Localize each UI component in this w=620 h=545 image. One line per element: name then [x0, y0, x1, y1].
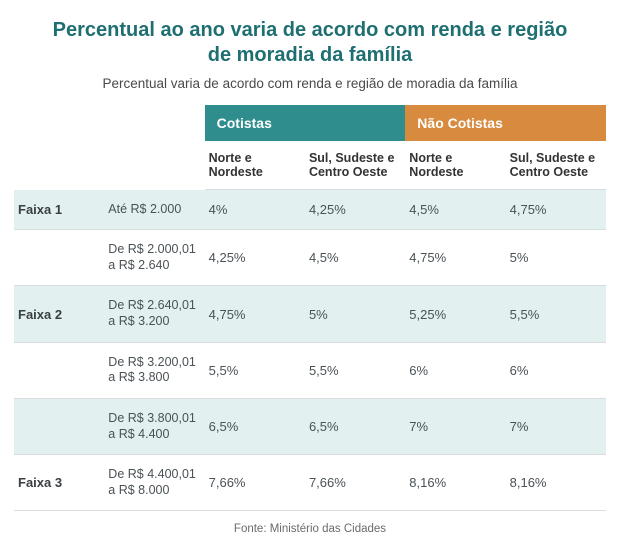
- cell-value: 4,25%: [205, 230, 305, 286]
- cell-value: 6%: [506, 342, 606, 398]
- cell-range: De R$ 3.200,01 a R$ 3.800: [104, 342, 204, 398]
- cell-value: 4,5%: [305, 230, 405, 286]
- cell-value: 4,75%: [506, 190, 606, 230]
- cell-value: 4,75%: [405, 230, 505, 286]
- cell-value: 6%: [405, 342, 505, 398]
- cell-range: De R$ 2.640,01 a R$ 3.200: [104, 286, 204, 342]
- source-footer: Fonte: Ministério das Cidades: [14, 511, 606, 535]
- cell-faixa: [14, 342, 104, 398]
- cell-faixa: Faixa 3: [14, 455, 104, 511]
- cell-range: Até R$ 2.000: [104, 190, 204, 230]
- table-row: De R$ 2.000,01 a R$ 2.6404,25%4,5%4,75%5…: [14, 230, 606, 286]
- cell-range: De R$ 3.800,01 a R$ 4.400: [104, 398, 204, 454]
- cell-value: 7%: [506, 398, 606, 454]
- cell-value: 8,16%: [506, 455, 606, 511]
- table-body: Faixa 1Até R$ 2.0004%4,25%4,5%4,75%De R$…: [14, 190, 606, 511]
- table-header-subcolumns: Norte e Nordeste Sul, Sudeste e Centro O…: [14, 141, 606, 190]
- cell-value: 7%: [405, 398, 505, 454]
- header-group-cotistas: Cotistas: [205, 105, 406, 141]
- chart-title: Percentual ao ano varia de acordo com re…: [40, 18, 580, 68]
- table-row: Faixa 1Até R$ 2.0004%4,25%4,5%4,75%: [14, 190, 606, 230]
- cell-range: De R$ 4.400,01 a R$ 8.000: [104, 455, 204, 511]
- cell-value: 6,5%: [305, 398, 405, 454]
- table-row: De R$ 3.200,01 a R$ 3.8005,5%5,5%6%6%: [14, 342, 606, 398]
- cell-value: 4,5%: [405, 190, 505, 230]
- cell-faixa: Faixa 2: [14, 286, 104, 342]
- cell-value: 4,75%: [205, 286, 305, 342]
- table-row: De R$ 3.800,01 a R$ 4.4006,5%6,5%7%7%: [14, 398, 606, 454]
- cell-value: 4,25%: [305, 190, 405, 230]
- header-blank: [14, 105, 205, 141]
- cell-value: 6,5%: [205, 398, 305, 454]
- cell-value: 4%: [205, 190, 305, 230]
- cell-value: 8,16%: [405, 455, 505, 511]
- subheader-col: Norte e Nordeste: [405, 141, 505, 190]
- cell-value: 7,66%: [205, 455, 305, 511]
- header-group-nao-cotistas: Não Cotistas: [405, 105, 606, 141]
- subheader-col: Sul, Sudeste e Centro Oeste: [506, 141, 606, 190]
- cell-value: 5,25%: [405, 286, 505, 342]
- subheader-blank: [14, 141, 205, 190]
- cell-value: 5,5%: [205, 342, 305, 398]
- table-row: Faixa 3De R$ 4.400,01 a R$ 8.0007,66%7,6…: [14, 455, 606, 511]
- cell-faixa: Faixa 1: [14, 190, 104, 230]
- cell-value: 5,5%: [506, 286, 606, 342]
- cell-value: 5%: [506, 230, 606, 286]
- table-header-groups: Cotistas Não Cotistas: [14, 105, 606, 141]
- cell-value: 5%: [305, 286, 405, 342]
- subheader-col: Norte e Nordeste: [205, 141, 305, 190]
- cell-range: De R$ 2.000,01 a R$ 2.640: [104, 230, 204, 286]
- rates-table: Cotistas Não Cotistas Norte e Nordeste S…: [14, 105, 606, 511]
- cell-faixa: [14, 230, 104, 286]
- subheader-col: Sul, Sudeste e Centro Oeste: [305, 141, 405, 190]
- cell-value: 7,66%: [305, 455, 405, 511]
- cell-value: 5,5%: [305, 342, 405, 398]
- cell-faixa: [14, 398, 104, 454]
- table-row: Faixa 2De R$ 2.640,01 a R$ 3.2004,75%5%5…: [14, 286, 606, 342]
- chart-subtitle: Percentual varia de acordo com renda e r…: [14, 76, 606, 91]
